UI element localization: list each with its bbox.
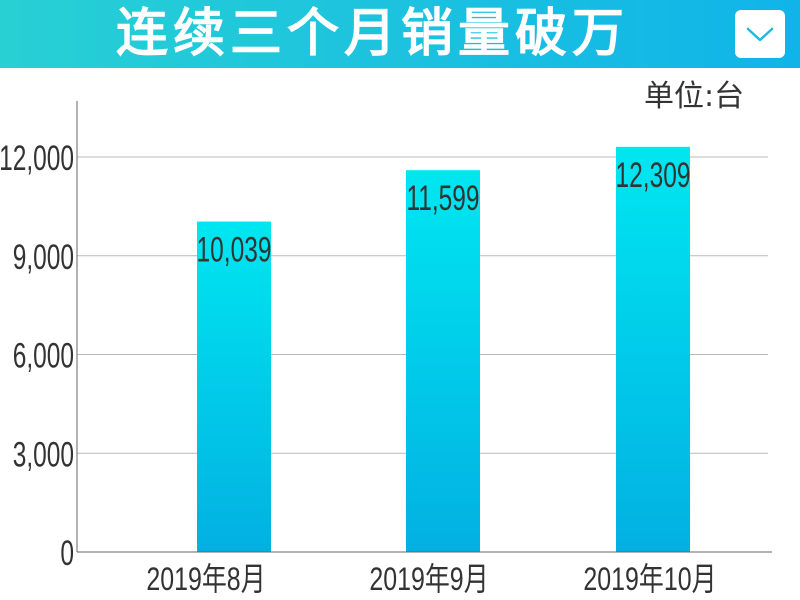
y-tick-label: 9,000 [13,239,74,277]
y-tick-label: 6,000 [13,337,74,375]
bar [406,170,480,552]
bar-value-label: 11,599 [406,180,479,218]
bar [616,146,690,553]
dropdown-button[interactable] [735,10,785,58]
x-tick-label: 2019年8月 [146,562,265,598]
bar [197,221,271,553]
unit-label: 单位:台 [644,79,745,114]
chevron-down-icon [746,27,774,42]
x-tick-label: 2019年9月 [369,562,488,598]
bar-value-label: 10,039 [197,231,272,269]
bar-value-label: 12,309 [616,157,691,195]
page-title: 连续三个月销量破万 [116,4,630,64]
y-tick-label: 3,000 [13,436,74,474]
y-tick-label: 0 [60,535,74,573]
y-tick-label: 12,000 [0,140,74,178]
header-banner: 连续三个月销量破万 [0,0,800,68]
x-tick-label: 2019年10月 [583,562,716,598]
